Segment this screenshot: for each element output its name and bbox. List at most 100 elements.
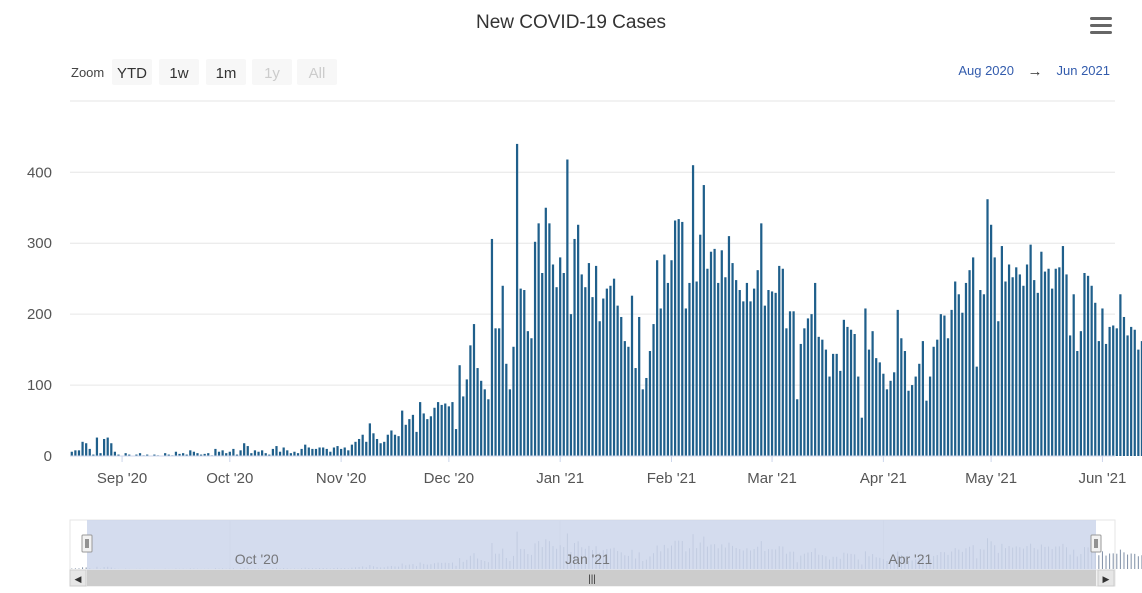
bar — [196, 453, 199, 456]
bar — [311, 448, 314, 456]
bar — [440, 404, 443, 456]
bar — [914, 376, 917, 456]
navigator-bar — [1134, 553, 1136, 569]
bar — [167, 454, 170, 456]
zoom-button-1m[interactable]: 1m — [206, 59, 246, 85]
zoom-button-1y[interactable]: 1y — [252, 59, 292, 85]
bar — [1000, 246, 1003, 456]
bar — [523, 290, 526, 456]
bar — [1137, 349, 1140, 457]
bar — [997, 321, 1000, 456]
hamburger-menu-icon[interactable] — [1088, 14, 1114, 38]
bar — [921, 341, 924, 456]
bar — [559, 257, 562, 456]
scrollbar-thumb[interactable] — [87, 570, 1096, 586]
bar — [332, 447, 336, 456]
bar — [731, 263, 734, 456]
bar — [1133, 329, 1136, 456]
navigator[interactable]: Oct '20 Jan '21 Apr '21 — [69, 519, 1142, 571]
navigator-right-handle[interactable] — [1090, 534, 1102, 553]
range-selector: Zoom YTD 1w 1m 1y All Aug 2020 → Jun 202… — [71, 59, 1110, 85]
scroll-right-button[interactable]: ▶ — [1097, 569, 1115, 587]
bar — [393, 434, 397, 456]
bar — [587, 263, 591, 456]
zoom-button-ytd[interactable]: YTD — [112, 59, 152, 85]
bar — [727, 236, 731, 456]
scrollbar[interactable]: ||| ◀ ▶ — [69, 569, 1116, 587]
bar — [469, 345, 472, 456]
bar — [814, 282, 817, 456]
bar — [889, 380, 892, 456]
navigator-tick-label: Oct '20 — [235, 551, 279, 567]
y-tick-label: 300 — [27, 235, 52, 252]
bar — [113, 451, 117, 456]
bar — [702, 185, 705, 457]
bar — [415, 431, 418, 456]
bar — [404, 424, 407, 456]
bar — [519, 288, 522, 456]
bar — [307, 447, 310, 456]
bar — [268, 454, 271, 456]
bar — [296, 453, 300, 456]
bar — [691, 165, 695, 456]
bar-series — [70, 143, 1142, 457]
scrollbar-grip-icon[interactable]: ||| — [588, 574, 596, 585]
bar — [347, 450, 350, 456]
range-to-input[interactable]: Jun 2021 — [1057, 63, 1111, 78]
y-tick-label: 400 — [27, 164, 52, 181]
x-tick-label: Feb '21 — [647, 470, 697, 487]
navigator-left-handle[interactable] — [81, 534, 93, 553]
bar — [569, 314, 573, 456]
bar — [426, 419, 429, 456]
bar — [458, 365, 461, 456]
bar — [365, 441, 368, 456]
bar — [623, 341, 626, 456]
bar — [605, 288, 608, 456]
bar — [99, 453, 102, 456]
bar — [735, 280, 738, 456]
scroll-left-button[interactable]: ◀ — [69, 569, 87, 587]
bar — [713, 248, 716, 456]
bar — [544, 207, 547, 456]
bar — [1069, 335, 1072, 456]
x-tick-label: Nov '20 — [316, 470, 366, 487]
bar — [128, 454, 131, 456]
range-from-input[interactable]: Aug 2020 — [958, 63, 1014, 78]
bar — [465, 379, 468, 456]
bar — [652, 324, 655, 456]
bar — [483, 389, 486, 456]
bar — [203, 453, 206, 456]
bar — [372, 433, 375, 456]
navigator-bar — [1119, 549, 1121, 569]
bar — [429, 416, 433, 456]
x-tick-label: Jun '21 — [1078, 470, 1126, 487]
bar — [555, 287, 558, 456]
bar — [135, 454, 138, 456]
bar — [487, 399, 490, 456]
y-tick-label: 100 — [27, 377, 52, 394]
bar — [1040, 251, 1043, 456]
bar — [803, 328, 806, 456]
bar — [616, 305, 619, 456]
bar — [214, 448, 217, 456]
bar — [1018, 274, 1021, 456]
navigator-bar — [82, 567, 84, 569]
x-tick-label: Oct '20 — [206, 470, 253, 487]
bar — [1094, 302, 1097, 456]
bar — [530, 338, 533, 456]
zoom-button-1w[interactable]: 1w — [159, 59, 199, 85]
bar — [957, 294, 960, 456]
bar — [253, 450, 257, 456]
bar — [1076, 351, 1079, 456]
navigator-selected-range[interactable] — [87, 520, 1096, 570]
bar — [537, 223, 540, 456]
bar — [490, 238, 494, 456]
bar — [1097, 341, 1100, 456]
bar — [1061, 246, 1065, 456]
bar — [436, 402, 440, 456]
bar — [1015, 267, 1018, 456]
bar — [246, 446, 249, 456]
bar — [670, 260, 673, 456]
bar — [846, 326, 849, 456]
zoom-button-all[interactable]: All — [297, 59, 337, 85]
